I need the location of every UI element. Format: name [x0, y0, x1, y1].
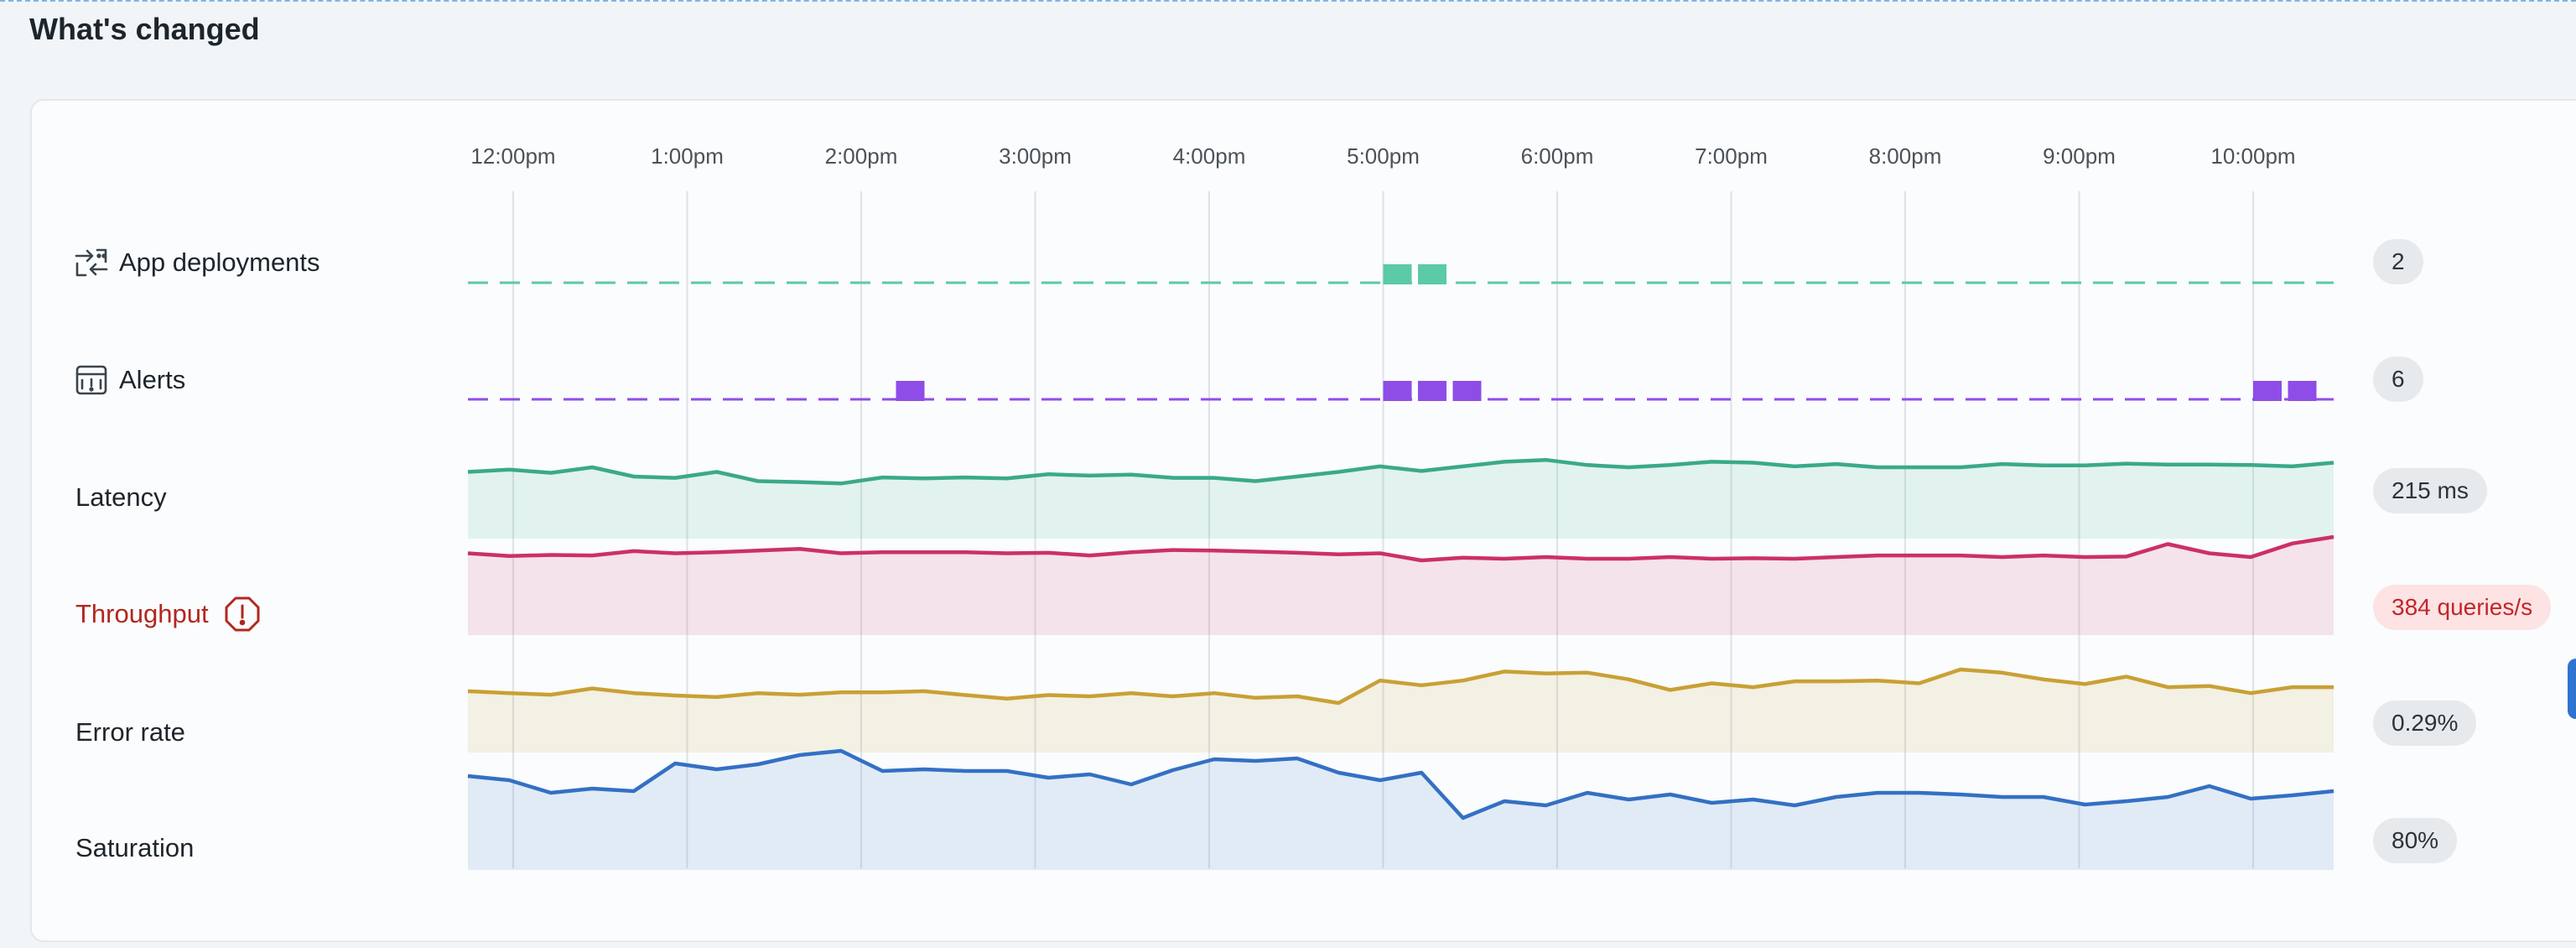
top-divider [0, 0, 2576, 2]
row-label-saturation: Saturation [75, 833, 195, 862]
time-axis-label: 1:00pm [651, 143, 724, 169]
alert-event-marker [896, 381, 925, 401]
row-label-app-deployments: App deployments [119, 247, 320, 277]
deployments-icon [74, 246, 109, 279]
saturation-value: 80% [2373, 818, 2458, 863]
row-label-alerts: Alerts [119, 365, 186, 394]
time-axis-label: 9:00pm [2043, 143, 2116, 169]
alert-event-marker [1418, 381, 1446, 401]
deployment-event-marker [1383, 264, 1412, 284]
time-axis-label: 10:00pm [2210, 143, 2295, 169]
row-alerts: Alerts [74, 363, 185, 397]
alerts-count: 6 [2373, 357, 2423, 402]
row-latency: Latency [75, 482, 167, 513]
alert-event-marker [1383, 381, 1412, 401]
latency-line [467, 457, 2334, 486]
row-throughput: Throughput [75, 596, 261, 633]
time-axis-label: 8:00pm [1869, 143, 1942, 169]
row-error-rate: Error rate [75, 717, 185, 747]
alert-bell-icon [74, 363, 109, 397]
critical-warning-icon[interactable] [224, 596, 261, 633]
error-rate-area [468, 669, 2334, 753]
row-saturation: Saturation [75, 833, 194, 863]
time-axis-label: 5:00pm [1347, 143, 1420, 169]
throughput-line [467, 534, 2334, 563]
latency-value: 215 ms [2373, 468, 2487, 513]
time-axis-label: 4:00pm [1173, 143, 1246, 169]
row-label-error-rate: Error rate [75, 717, 185, 747]
time-axis-label: 12:00pm [470, 143, 555, 169]
alert-event-marker [1452, 381, 1482, 401]
whats-changed-panel [30, 99, 2576, 942]
deployment-event-marker [1418, 264, 1446, 284]
row-app-deployments: App deployments [74, 246, 320, 279]
alert-event-marker [2288, 381, 2317, 401]
latency-area [468, 460, 2334, 539]
throughput-value: 384 queries/s [2373, 585, 2552, 630]
saturation-area [468, 751, 2334, 870]
row-label-latency: Latency [75, 482, 167, 512]
saturation-line [467, 748, 2334, 820]
side-panel-tab[interactable] [2568, 659, 2576, 719]
error-rate-line [467, 667, 2334, 706]
throughput-area [468, 537, 2334, 635]
app-deployments-count: 2 [2373, 239, 2423, 284]
time-axis-label: 7:00pm [1695, 143, 1768, 169]
section-title: What's changed [29, 12, 260, 46]
row-label-throughput: Throughput [75, 599, 209, 628]
time-axis-label: 2:00pm [825, 143, 898, 169]
time-axis-label: 6:00pm [1521, 143, 1594, 169]
alert-event-marker [2253, 381, 2282, 401]
error-rate-value: 0.29% [2373, 701, 2477, 746]
time-axis-label: 3:00pm [999, 143, 1072, 169]
